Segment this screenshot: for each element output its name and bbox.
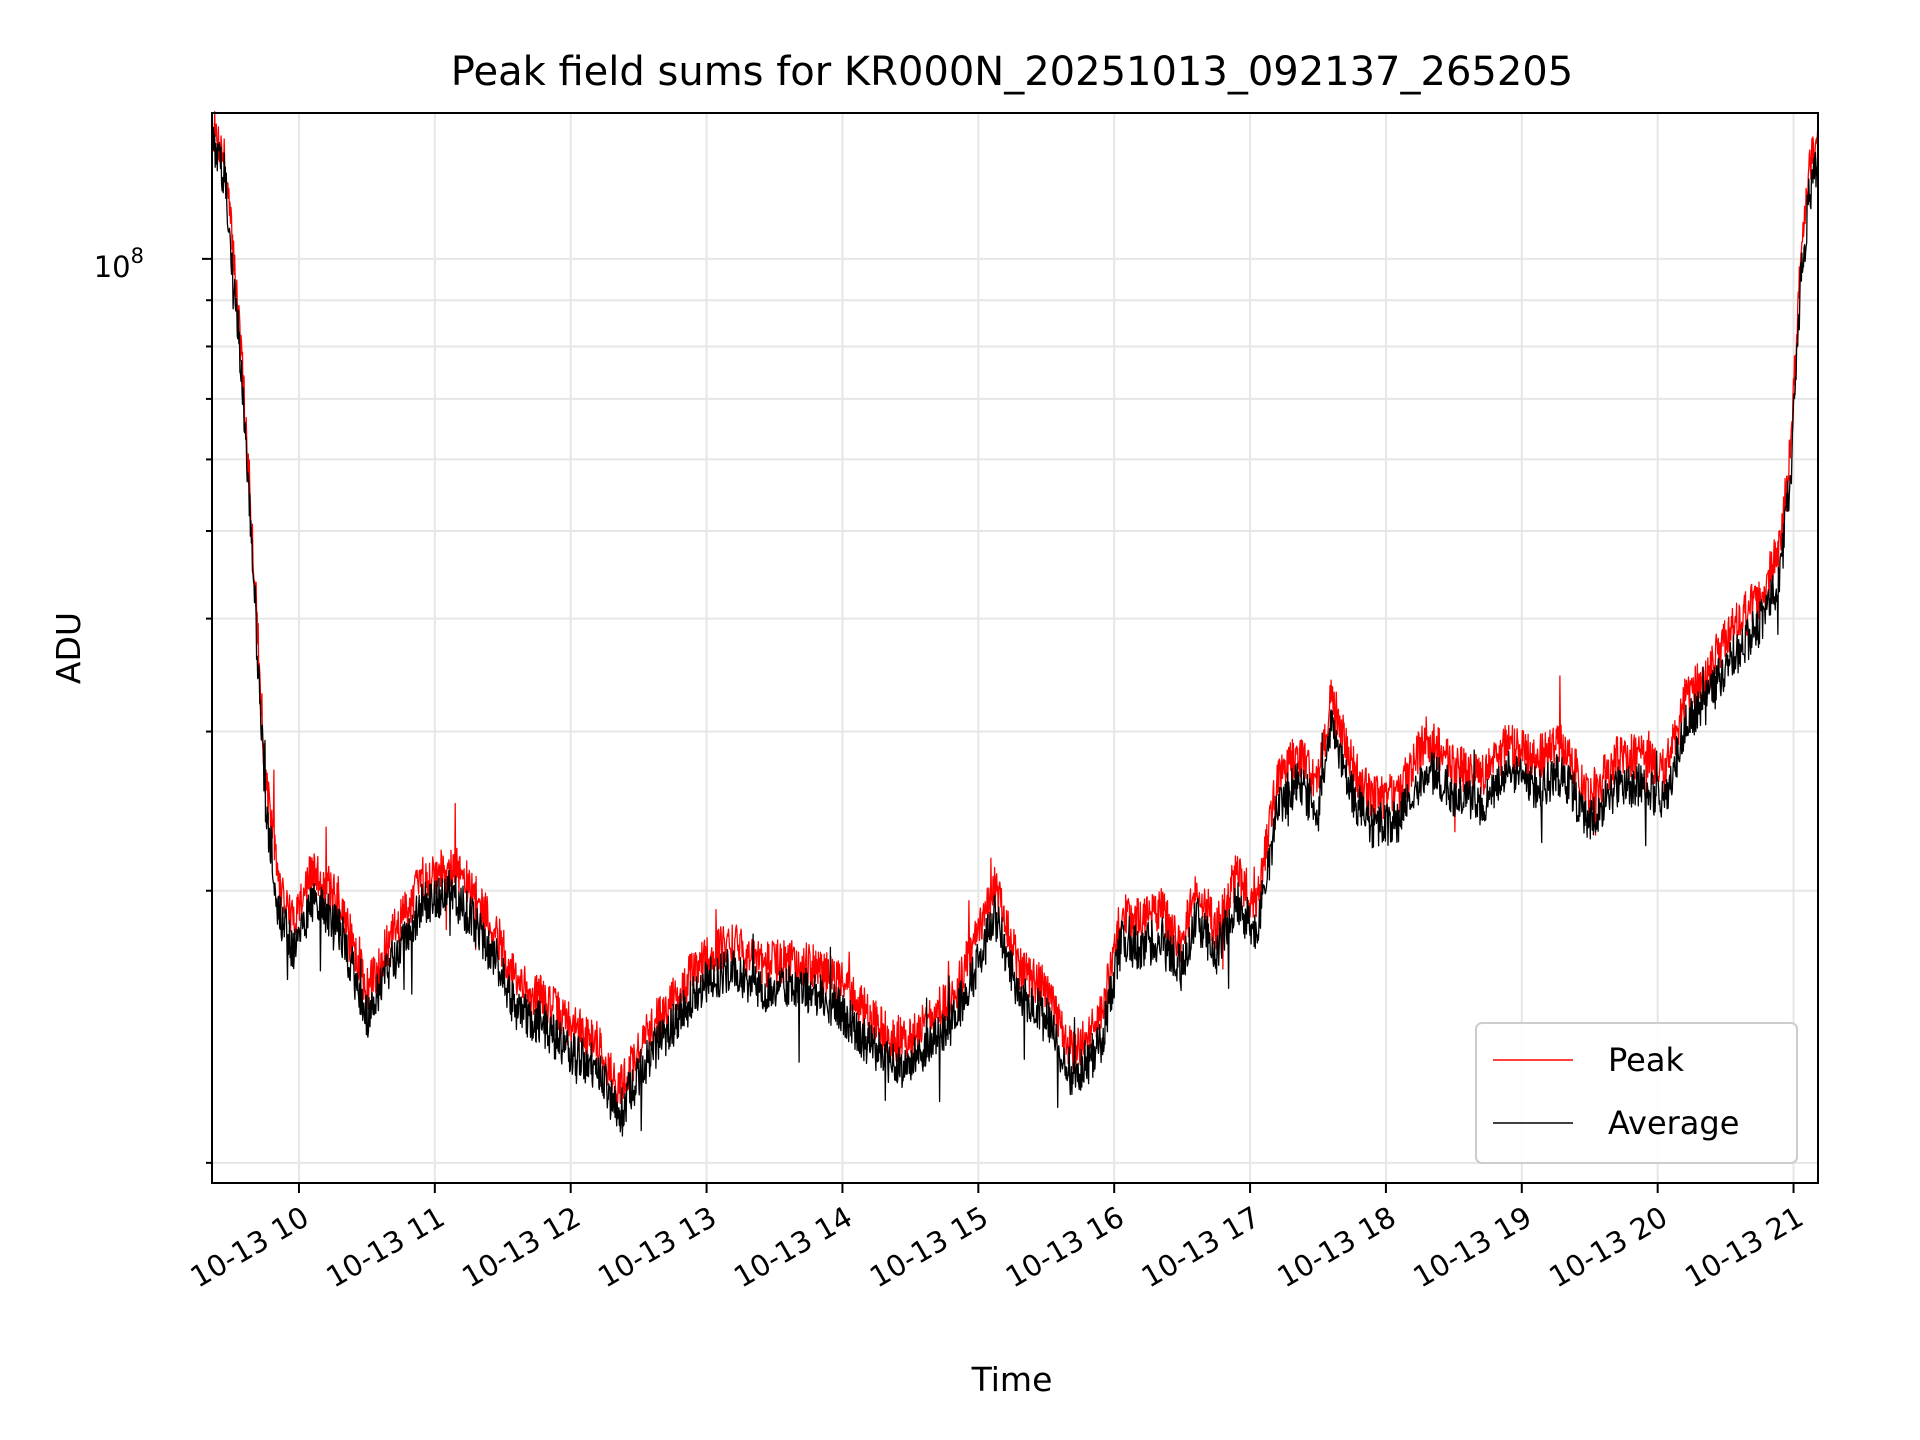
x-axis-label: Time	[971, 1360, 1053, 1399]
y-tick-exponent: 8	[131, 244, 144, 268]
y-tick-base: 10	[94, 250, 131, 284]
legend-box	[1475, 1022, 1798, 1164]
plot-frame	[211, 112, 1819, 1184]
grid-lines	[212, 113, 1818, 1183]
legend-label-peak: Peak	[1608, 1041, 1684, 1079]
chart-title: Peak field sums for KR000N_20251013_0921…	[451, 49, 1573, 95]
y-axis: 108	[94, 244, 212, 1164]
series-layer	[211, 111, 1819, 1137]
series-line-average	[211, 126, 1819, 1137]
y-tick-label: 108	[94, 244, 144, 284]
legend: Peak Average	[1475, 1022, 1798, 1164]
y-axis-label: ADU	[49, 612, 88, 684]
legend-label-average: Average	[1608, 1104, 1739, 1142]
series-line-peak	[211, 111, 1819, 1111]
